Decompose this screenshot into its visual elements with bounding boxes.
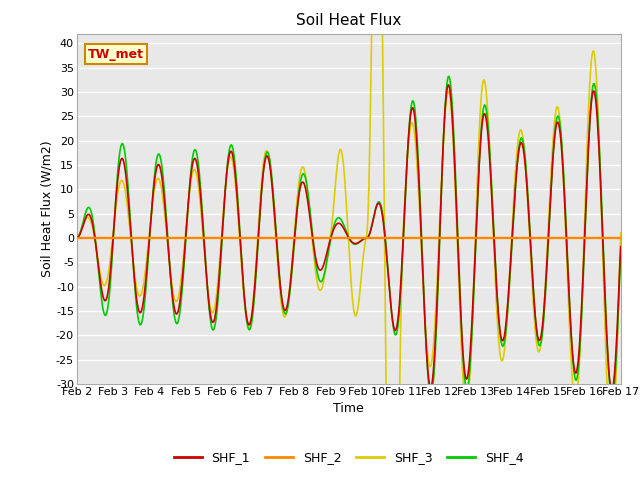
Text: TW_met: TW_met	[88, 48, 144, 60]
Legend: SHF_1, SHF_2, SHF_3, SHF_4: SHF_1, SHF_2, SHF_3, SHF_4	[169, 446, 529, 469]
Y-axis label: Soil Heat Flux (W/m2): Soil Heat Flux (W/m2)	[40, 141, 53, 277]
X-axis label: Time: Time	[333, 402, 364, 415]
Title: Soil Heat Flux: Soil Heat Flux	[296, 13, 401, 28]
